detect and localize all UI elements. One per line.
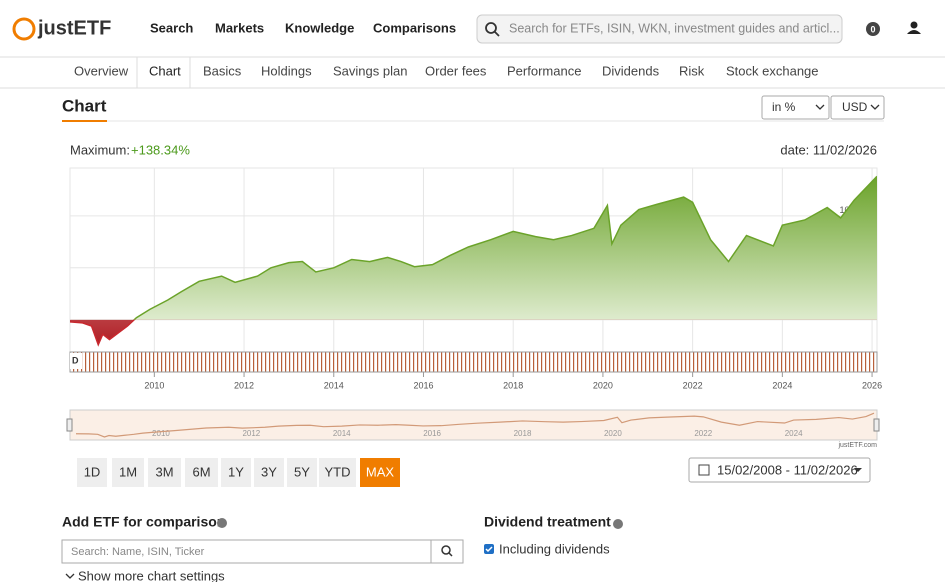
navigator-handle[interactable] [873, 418, 880, 432]
navigator-label: 2024 [785, 429, 803, 438]
period-label: 6M [192, 464, 210, 479]
more-settings[interactable]: Show more chart settings [78, 568, 225, 582]
help-icon[interactable] [613, 519, 623, 529]
tab[interactable]: Order fees [425, 63, 487, 78]
nav-item[interactable]: Knowledge [285, 20, 354, 35]
tab[interactable]: Savings plan [333, 63, 407, 78]
period-label: 3M [155, 464, 173, 479]
date-range: 15/02/2008 - 11/02/2026 [717, 462, 858, 477]
period-button[interactable] [319, 458, 356, 487]
navigator[interactable] [69, 409, 878, 441]
area-negative [70, 319, 135, 345]
currency-select[interactable] [830, 95, 885, 120]
search-box[interactable] [476, 14, 843, 44]
period-label: YTD [325, 464, 351, 479]
period-button[interactable] [287, 458, 317, 487]
comparison-placeholder: Search: Name, ISIN, Ticker [71, 546, 205, 558]
period-button[interactable] [112, 458, 144, 487]
user-icon[interactable] [910, 21, 918, 29]
search-icon [494, 31, 500, 37]
navigator-label: 2010 [152, 429, 170, 438]
x-tick-label: 2020 [593, 380, 613, 390]
period-button[interactable] [360, 458, 400, 487]
help-icon[interactable] [217, 518, 227, 528]
active-tab [136, 56, 191, 89]
tab[interactable]: Basics [203, 63, 242, 78]
period-button[interactable] [254, 458, 284, 487]
dividend-strip [69, 351, 878, 373]
period-button[interactable] [148, 458, 181, 487]
navigator-label: 2020 [604, 429, 622, 438]
date-label: date: 11/02/2026 [780, 142, 877, 157]
notification-count: 0 [870, 24, 875, 34]
period-button[interactable] [77, 458, 107, 487]
maximum-label: Maximum: [70, 142, 130, 157]
x-tick-label: 2010 [144, 380, 164, 390]
logo[interactable]: justETF [37, 17, 111, 39]
comparison-title: Add ETF for comparison [62, 514, 225, 530]
period-button[interactable] [221, 458, 251, 487]
period-label: 1Y [228, 464, 244, 479]
chevron [65, 573, 75, 579]
x-tick-label: 2018 [503, 380, 523, 390]
navigator-label: 2014 [333, 429, 351, 438]
tab[interactable]: Stock exchange [726, 63, 819, 78]
check [485, 546, 493, 553]
period-label: 1D [84, 464, 101, 479]
dividend-marker: D [72, 355, 79, 365]
x-tick-label: 2012 [234, 380, 254, 390]
dividends-title: Dividend treatment [484, 514, 611, 530]
navigator-label: 2012 [242, 429, 260, 438]
period-label: 1M [119, 464, 137, 479]
notification-badge[interactable] [866, 22, 880, 36]
nav-item[interactable]: Comparisons [373, 20, 456, 35]
navigator-label: 2018 [514, 429, 532, 438]
x-tick-label: 2016 [413, 380, 433, 390]
navigator-handle[interactable] [66, 418, 73, 432]
unit-select-text: in % [772, 100, 796, 114]
tab[interactable]: Overview [74, 63, 129, 78]
tab[interactable]: Dividends [602, 63, 660, 78]
search-icon [485, 22, 497, 34]
x-tick-label: 2022 [683, 380, 703, 390]
dividends-option: Including dividends [499, 541, 610, 556]
nav-item[interactable]: Markets [215, 20, 264, 35]
credit: justETF.com [837, 442, 877, 449]
tab[interactable]: Holdings [261, 63, 312, 78]
area-positive [70, 176, 877, 320]
period-label: 3Y [261, 464, 277, 479]
x-tick-label: 2024 [772, 380, 792, 390]
section-title: Chart [62, 96, 107, 115]
navigator-line [75, 412, 875, 438]
tab[interactable]: Performance [507, 63, 581, 78]
x-tick-label: 2014 [324, 380, 344, 390]
search-icon [448, 552, 453, 557]
search-placeholder: Search for ETFs, ISIN, WKN, investment g… [509, 21, 840, 35]
maximum-value: +138.34% [131, 142, 190, 157]
navigator-label: 2016 [423, 429, 441, 438]
calendar-icon [698, 464, 710, 476]
chevron [854, 468, 862, 472]
chevron [870, 104, 880, 110]
tab[interactable]: Risk [679, 63, 705, 78]
user-icon [907, 30, 921, 34]
date-range-picker[interactable] [688, 457, 871, 483]
period-label: 5Y [294, 464, 310, 479]
line-positive [133, 175, 877, 320]
dividend-marker-box [70, 353, 82, 369]
logo-icon [12, 17, 36, 41]
navigator-label: 2022 [694, 429, 712, 438]
search-button[interactable] [430, 539, 464, 564]
chevron [815, 104, 825, 110]
period-button[interactable] [185, 458, 218, 487]
search-icon [441, 545, 451, 555]
x-tick-label: 2026 [862, 380, 882, 390]
unit-select[interactable] [761, 95, 830, 120]
period-label: MAX [366, 464, 395, 479]
currency-select-text: USD [842, 100, 868, 114]
tab[interactable]: Chart [149, 63, 181, 78]
nav-item[interactable]: Search [150, 20, 193, 35]
